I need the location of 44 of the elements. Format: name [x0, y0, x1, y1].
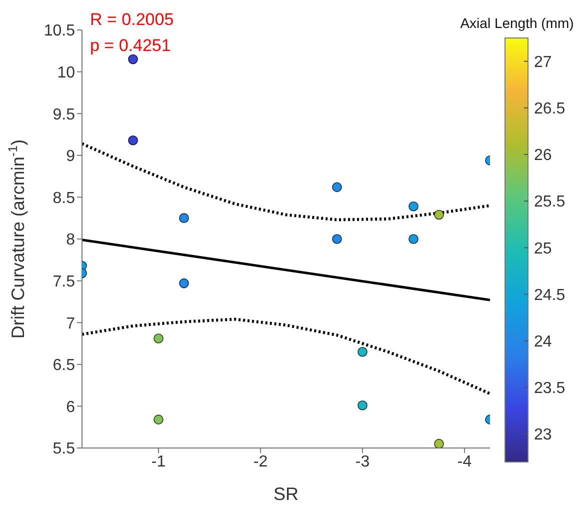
color-bar-label: 25.5: [534, 194, 566, 211]
color-bar-label: 27: [534, 54, 552, 71]
point: [154, 414, 164, 424]
point: [128, 54, 138, 64]
y-tick-label: 7: [66, 315, 76, 332]
point: [332, 182, 342, 192]
color-bar-label: 25: [534, 240, 552, 258]
point: [154, 334, 164, 344]
y-tick-label: 7.5: [52, 273, 76, 290]
annotation: p = 0.4251: [90, 36, 171, 56]
y-tick-label: 6.5: [52, 357, 76, 374]
x-tick-label: -1: [151, 453, 166, 470]
point: [179, 278, 189, 288]
x-tick-label: -2: [253, 453, 268, 470]
color-bar-label: 24.5: [534, 286, 566, 304]
y-tick-label: 8.5: [52, 190, 76, 207]
color-bar-label: 26: [534, 147, 552, 164]
text: R = 0.2005: [90, 10, 174, 30]
point: [358, 346, 368, 357]
color-bar-label: 23.5: [534, 380, 566, 398]
point: [408, 201, 418, 212]
point: [408, 234, 418, 244]
line-series: [82, 142, 490, 222]
point: [434, 438, 444, 448]
x-axis-title: SR: [273, 484, 299, 504]
point: [179, 213, 189, 224]
y-tick-label: 10: [57, 64, 76, 82]
point: [434, 210, 444, 220]
color-bar-label: 26.5: [534, 100, 566, 118]
y-tick-label: 6: [66, 398, 76, 416]
x-tick-label: -4: [457, 453, 472, 470]
point: [332, 234, 342, 244]
point: [128, 135, 138, 146]
y-tick-label: 8: [66, 232, 76, 249]
color-bar-title: Axial Length (mm): [460, 15, 574, 31]
y-tick-label: 9: [66, 148, 76, 166]
color-bar-label: 24: [534, 333, 552, 350]
y-tick-label: 5.5: [52, 440, 76, 458]
line-series: [82, 318, 490, 396]
point: [358, 400, 368, 410]
color-bar-label: 23: [534, 426, 552, 444]
x-tick-label: -3: [355, 453, 370, 470]
y-tick-label: 10.5: [44, 22, 76, 40]
y-tick-label: 9.5: [52, 106, 76, 124]
